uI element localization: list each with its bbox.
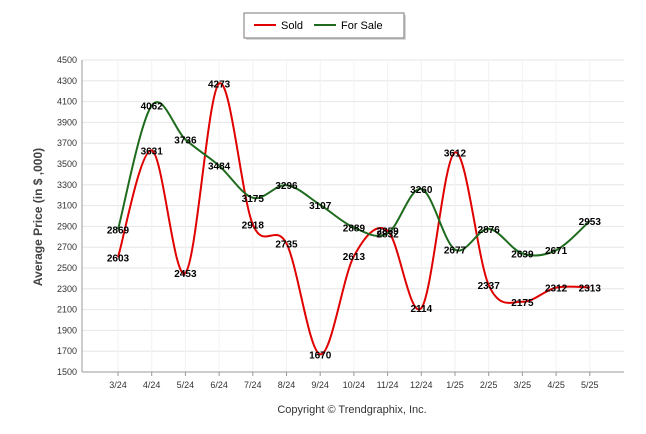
x-tick-label-4: 7/24: [244, 380, 262, 390]
data-label-sold-8: 2859: [376, 227, 399, 238]
data-label-sold-9: 2114: [410, 304, 432, 315]
y-tick-label-2100: 2100: [57, 305, 77, 315]
y-tick-label-2900: 2900: [57, 221, 77, 231]
data-label-sold-1: 3631: [141, 146, 164, 157]
series-line-sold: [117, 82, 590, 356]
data-label-sold-11: 2337: [478, 281, 501, 292]
y-tick-label-3900: 3900: [57, 117, 77, 127]
data-labels: 2603 3631 2453 4273 2918 2735 1670 2613 2859 2114…: [107, 80, 601, 362]
y-tick-label-2500: 2500: [57, 263, 77, 273]
y-tick-label-1900: 1900: [57, 325, 77, 335]
y-tick-label-1500: 1500: [57, 367, 77, 377]
y-tick-label-3300: 3300: [57, 180, 77, 190]
data-label-for-sale-4: 3175: [242, 194, 265, 205]
y-tick-label-1700: 1700: [57, 346, 77, 356]
data-label-for-sale-2: 3736: [174, 135, 197, 146]
x-tick-label-5: 8/24: [278, 380, 296, 390]
x-tick-label-10: 1/25: [446, 380, 464, 390]
data-label-for-sale-12: 2639: [511, 250, 534, 261]
x-tick-label-8: 11/24: [377, 380, 399, 390]
legend: Sold For Sale: [243, 12, 406, 40]
legend-label-sold: Sold: [281, 20, 303, 32]
x-tick-label-9: 12/24: [410, 380, 433, 390]
y-tick-label-2300: 2300: [57, 284, 77, 294]
x-tick-label-2: 5/24: [177, 380, 195, 390]
data-label-sold-5: 2735: [275, 240, 298, 251]
data-label-for-sale-0: 2869: [107, 226, 130, 237]
x-tick-label-14: 5/25: [581, 380, 599, 390]
axes: 1500 1700 1900 2100 2300 2500 2700 2900 3100 3300…: [57, 55, 624, 390]
data-label-for-sale-10: 2677: [444, 246, 467, 257]
data-label-for-sale-11: 2876: [478, 225, 501, 236]
gridlines: [82, 59, 624, 373]
data-label-sold-4: 2918: [242, 221, 265, 232]
data-label-for-sale-6: 3107: [309, 201, 332, 212]
x-tick-label-7: 10/24: [343, 380, 366, 390]
data-label-for-sale-14: 2953: [579, 217, 602, 228]
data-label-sold-14: 2313: [579, 283, 602, 294]
x-tick-label-12: 3/25: [514, 380, 532, 390]
series-line-for-sale: [117, 101, 591, 257]
x-tick-label-11: 2/25: [480, 380, 498, 390]
data-label-sold-2: 2453: [174, 269, 197, 280]
y-tick-label-4100: 4100: [57, 97, 77, 107]
y-tick-label-4500: 4500: [57, 55, 77, 65]
y-tick-label-2700: 2700: [57, 242, 77, 252]
y-tick-label-3700: 3700: [57, 138, 77, 148]
data-label-for-sale-8: 2832: [376, 229, 399, 240]
data-label-for-sale-3: 3484: [208, 162, 231, 173]
x-tick-label-0: 3/24: [109, 380, 127, 390]
x-tick-label-3: 6/24: [210, 380, 228, 390]
y-axis-title: Average Price (in $ ,000): [31, 148, 45, 286]
data-label-sold-0: 2603: [107, 253, 130, 264]
y-tick-label-3100: 3100: [57, 201, 77, 211]
data-label-sold-3: 4273: [208, 80, 231, 91]
data-label-for-sale-7: 2889: [343, 224, 366, 235]
x-tick-label-6: 9/24: [311, 380, 329, 390]
copyright-credit: Copyright © Trendgraphix, Inc.: [277, 404, 426, 416]
y-tick-label-3500: 3500: [57, 159, 77, 169]
y-tick-label-4300: 4300: [57, 76, 77, 86]
data-label-sold-10: 3612: [444, 148, 467, 159]
legend-label-for-sale: For Sale: [341, 20, 383, 32]
series-lines: [117, 82, 591, 356]
x-tick-label-1: 4/24: [143, 380, 161, 390]
data-label-for-sale-1: 4062: [141, 102, 164, 113]
data-label-for-sale-13: 2671: [545, 246, 568, 257]
data-label-sold-6: 1670: [309, 350, 332, 361]
data-label-sold-12: 2175: [511, 298, 534, 309]
data-label-sold-13: 2312: [545, 284, 568, 295]
data-label-for-sale-5: 3296: [275, 181, 298, 192]
x-tick-label-13: 4/25: [547, 380, 565, 390]
data-label-sold-7: 2613: [343, 252, 366, 263]
data-label-for-sale-9: 3260: [410, 185, 433, 196]
